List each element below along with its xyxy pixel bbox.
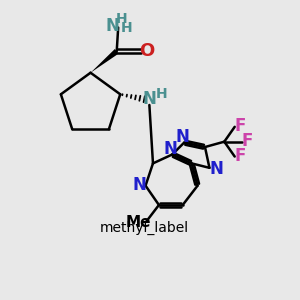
Text: H: H bbox=[155, 87, 167, 101]
Text: N: N bbox=[164, 140, 178, 158]
Text: F: F bbox=[234, 147, 246, 165]
Text: O: O bbox=[140, 42, 155, 60]
Text: F: F bbox=[234, 117, 246, 135]
Text: N: N bbox=[106, 17, 120, 35]
Text: N: N bbox=[142, 90, 156, 108]
Text: H: H bbox=[116, 12, 128, 26]
Text: N: N bbox=[132, 176, 146, 194]
Text: H: H bbox=[120, 21, 132, 35]
Text: F: F bbox=[242, 132, 253, 150]
Polygon shape bbox=[91, 49, 118, 73]
Text: N: N bbox=[209, 160, 223, 178]
Text: N: N bbox=[176, 128, 190, 146]
Text: Me: Me bbox=[125, 215, 151, 230]
Text: methyl_label: methyl_label bbox=[100, 221, 189, 235]
